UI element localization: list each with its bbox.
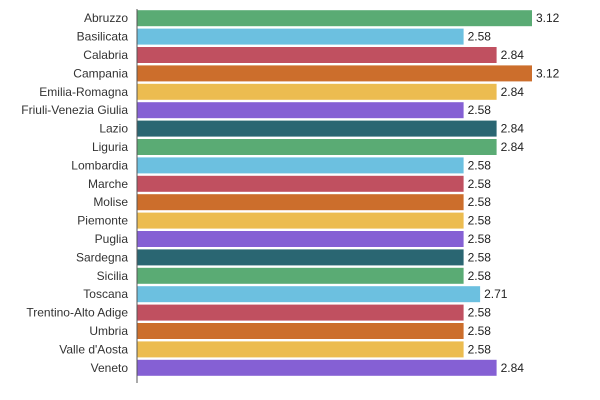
value-label-toscana: 2.71 — [484, 287, 508, 301]
category-label-veneto: Veneto — [91, 361, 129, 375]
category-label-trentino-alto-adige: Trentino-Alto Adige — [26, 306, 128, 320]
bar-molise — [137, 194, 464, 211]
bars-group — [137, 10, 532, 376]
bar-emilia-romagna — [137, 83, 497, 100]
category-label-sardegna: Sardegna — [76, 250, 128, 264]
bar-marche — [137, 175, 464, 192]
category-label-basilicata: Basilicata — [77, 30, 129, 44]
bar-calabria — [137, 47, 497, 63]
bar-umbria — [137, 323, 464, 339]
value-labels-group: 3.12 2.58 2.84 3.12 2.84 2.58 2.84 2.84 2.58 2.58… — [468, 11, 560, 375]
category-label-lazio: Lazio — [99, 122, 128, 136]
bar-toscana — [137, 286, 481, 303]
value-label-lombardia: 2.58 — [468, 158, 492, 172]
value-label-valle-d-aosta: 2.58 — [468, 342, 492, 356]
category-label-umbria: Umbria — [89, 324, 128, 338]
value-label-lazio: 2.84 — [501, 122, 525, 136]
bar-valle-d-aosta — [137, 341, 464, 358]
category-label-campania: Campania — [73, 66, 128, 80]
category-label-marche: Marche — [88, 177, 128, 191]
bar-friuli-venezia-giulia — [137, 102, 464, 119]
value-label-puglia: 2.58 — [468, 232, 492, 246]
category-labels-group: Abruzzo Basilicata Calabria Campania Emilia-… — [21, 11, 128, 375]
bar-trentino-alto-adige — [137, 304, 464, 321]
bar-abruzzo — [137, 10, 532, 27]
category-label-valle-d-aosta: Valle d'Aosta — [59, 342, 128, 356]
value-label-friuli-venezia-giulia: 2.58 — [468, 103, 492, 117]
category-label-calabria: Calabria — [83, 48, 128, 62]
category-label-sicilia: Sicilia — [97, 269, 129, 283]
value-label-basilicata: 2.58 — [468, 30, 492, 44]
bar-puglia — [137, 231, 464, 247]
bar-sicilia — [137, 267, 464, 284]
category-label-abruzzo: Abruzzo — [84, 11, 128, 25]
value-label-umbria: 2.58 — [468, 324, 492, 338]
category-label-piemonte: Piemonte — [77, 214, 128, 228]
bar-veneto — [137, 359, 497, 376]
bar-sardegna — [137, 249, 464, 266]
value-label-molise: 2.58 — [468, 195, 492, 209]
category-label-emilia-romagna: Emilia-Romagna — [39, 85, 128, 99]
value-label-sardegna: 2.58 — [468, 250, 492, 264]
bar-lombardia — [137, 157, 464, 174]
bar-liguria — [137, 139, 497, 155]
value-label-marche: 2.58 — [468, 177, 492, 191]
category-label-puglia: Puglia — [95, 232, 129, 246]
value-label-calabria: 2.84 — [501, 48, 525, 62]
bar-piemonte — [137, 212, 464, 229]
value-label-liguria: 2.84 — [501, 140, 525, 154]
bar-lazio — [137, 120, 497, 137]
bar-basilicata — [137, 28, 464, 45]
category-label-friuli-venezia-giulia: Friuli-Venezia Giulia — [21, 103, 128, 117]
value-label-campania: 3.12 — [536, 66, 560, 80]
value-label-abruzzo: 3.12 — [536, 11, 560, 25]
category-label-liguria: Liguria — [92, 140, 128, 154]
value-label-veneto: 2.84 — [501, 361, 525, 375]
category-label-lombardia: Lombardia — [71, 158, 128, 172]
value-label-piemonte: 2.58 — [468, 214, 492, 228]
category-label-molise: Molise — [93, 195, 128, 209]
value-label-trentino-alto-adige: 2.58 — [468, 306, 492, 320]
bar-campania — [137, 65, 532, 82]
value-label-sicilia: 2.58 — [468, 269, 492, 283]
value-label-emilia-romagna: 2.84 — [501, 85, 525, 99]
category-label-toscana: Toscana — [83, 287, 128, 301]
